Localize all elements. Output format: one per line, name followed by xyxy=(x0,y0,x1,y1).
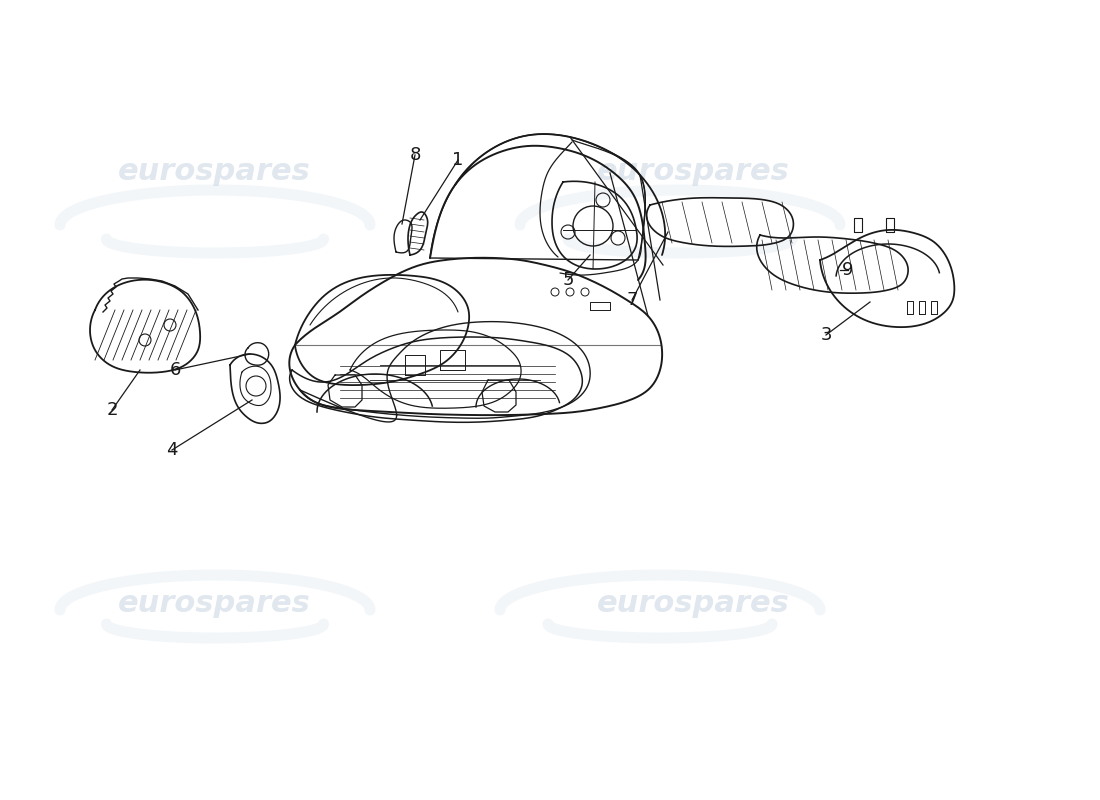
Text: eurospares: eurospares xyxy=(596,590,790,618)
Text: eurospares: eurospares xyxy=(596,158,790,186)
Text: 6: 6 xyxy=(169,361,180,379)
Text: eurospares: eurospares xyxy=(118,158,311,186)
Text: 3: 3 xyxy=(821,326,832,344)
Text: 9: 9 xyxy=(843,261,854,279)
Text: 5: 5 xyxy=(562,271,574,289)
Text: 2: 2 xyxy=(107,401,118,419)
Text: 4: 4 xyxy=(166,441,178,459)
Text: 7: 7 xyxy=(626,291,638,309)
Text: 1: 1 xyxy=(452,151,464,169)
Text: eurospares: eurospares xyxy=(118,590,311,618)
Text: 8: 8 xyxy=(409,146,420,164)
